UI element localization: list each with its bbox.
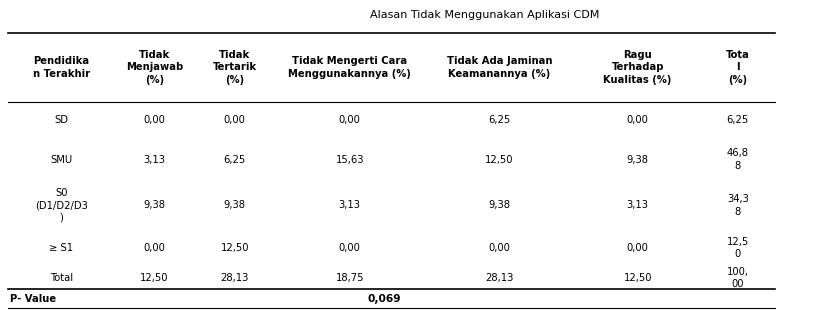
Text: 9,38: 9,38: [627, 155, 649, 165]
Text: Tidak Ada Jaminan
Keamanannya (%): Tidak Ada Jaminan Keamanannya (%): [447, 56, 552, 79]
Text: SD: SD: [54, 115, 69, 125]
Text: Ragu
Terhadap
Kualitas (%): Ragu Terhadap Kualitas (%): [604, 50, 672, 85]
Text: Tidak
Tertarik
(%): Tidak Tertarik (%): [213, 50, 257, 85]
Text: SMU: SMU: [50, 155, 73, 165]
Text: 0,00: 0,00: [144, 243, 165, 253]
Text: Pendidika
n Terakhir: Pendidika n Terakhir: [33, 56, 90, 79]
Text: Alasan Tidak Menggunakan Aplikasi CDM: Alasan Tidak Menggunakan Aplikasi CDM: [370, 10, 600, 20]
Text: 28,13: 28,13: [221, 273, 249, 283]
Text: 15,63: 15,63: [335, 155, 364, 165]
Text: 3,13: 3,13: [627, 200, 649, 210]
Text: 12,50: 12,50: [221, 243, 249, 253]
Text: 12,50: 12,50: [141, 273, 169, 283]
Text: 0,00: 0,00: [144, 115, 165, 125]
Text: 12,50: 12,50: [485, 155, 514, 165]
Text: 0,00: 0,00: [627, 115, 649, 125]
Text: 3,13: 3,13: [144, 155, 165, 165]
Text: 6,25: 6,25: [726, 115, 749, 125]
Text: Tidak Mengerti Cara
Menggunakannya (%): Tidak Mengerti Cara Menggunakannya (%): [288, 56, 411, 79]
Text: P- Value: P- Value: [10, 294, 56, 304]
Text: 34,3
8: 34,3 8: [727, 194, 748, 217]
Text: 0,00: 0,00: [488, 243, 510, 253]
Text: S0
(D1/D2/D3
): S0 (D1/D2/D3 ): [35, 188, 88, 223]
Text: 6,25: 6,25: [223, 155, 246, 165]
Text: 3,13: 3,13: [339, 200, 361, 210]
Text: 0,00: 0,00: [339, 243, 361, 253]
Text: 6,25: 6,25: [488, 115, 510, 125]
Text: Total: Total: [50, 273, 73, 283]
Text: 0,00: 0,00: [339, 115, 361, 125]
Text: 46,8
8: 46,8 8: [727, 148, 748, 171]
Text: 12,5
0: 12,5 0: [726, 237, 749, 259]
Text: 9,38: 9,38: [488, 200, 510, 210]
Text: 18,75: 18,75: [335, 273, 364, 283]
Text: Tota
l
(%): Tota l (%): [726, 50, 750, 85]
Text: 9,38: 9,38: [224, 200, 245, 210]
Text: ≥ S1: ≥ S1: [49, 243, 74, 253]
Text: 100,
00: 100, 00: [727, 267, 748, 289]
Text: 0,069: 0,069: [368, 294, 401, 304]
Text: 0,00: 0,00: [224, 115, 245, 125]
Text: 9,38: 9,38: [144, 200, 165, 210]
Text: 28,13: 28,13: [485, 273, 514, 283]
Text: 0,00: 0,00: [627, 243, 649, 253]
Text: Tidak
Menjawab
(%): Tidak Menjawab (%): [126, 50, 183, 85]
Text: 12,50: 12,50: [623, 273, 652, 283]
